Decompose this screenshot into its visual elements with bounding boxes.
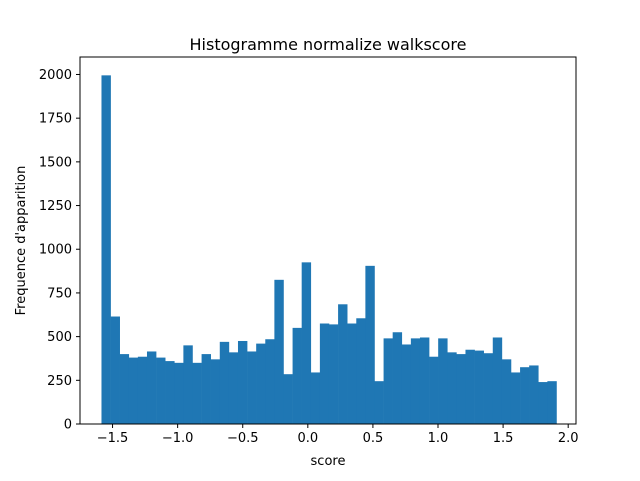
histogram-bar	[510, 372, 521, 424]
histogram-bar	[301, 262, 312, 424]
histogram-bar	[401, 344, 412, 424]
histogram-bar	[374, 381, 384, 424]
histogram-bar	[483, 353, 494, 424]
histogram-bar	[192, 362, 202, 424]
histogram-bar	[256, 343, 266, 424]
y-axis-ticks: 0 250 500 750 1000 1250 1500 1750 2000	[39, 68, 80, 433]
histogram-bar	[219, 341, 230, 424]
x-tick-label: −1.0	[162, 431, 194, 446]
histogram-bar	[383, 338, 393, 424]
histogram-bar	[338, 304, 348, 424]
y-tick-label: 1500	[39, 155, 72, 170]
histogram-bar	[310, 372, 321, 424]
histogram-bar	[347, 323, 357, 424]
histogram-bar	[274, 279, 284, 424]
y-tick-label: 0	[64, 418, 72, 433]
histogram-bar	[128, 357, 139, 424]
y-tick-label: 1750	[39, 112, 72, 127]
histogram-bar	[328, 324, 339, 424]
x-tick-label: 0.5	[363, 431, 384, 446]
histogram-bar	[283, 374, 293, 424]
histogram-bar	[228, 352, 239, 424]
x-axis-ticks: −1.5 −1.0 −0.5 0.0 0.5 1.0 1.5 2.0	[97, 424, 579, 446]
histogram-bar	[547, 381, 557, 424]
histogram-bar	[465, 349, 475, 424]
histogram-bar	[137, 356, 148, 424]
x-tick-label: 2.0	[558, 431, 579, 446]
y-tick-label: 250	[47, 374, 72, 389]
histogram-bar	[419, 337, 430, 424]
histogram-bar	[165, 361, 175, 424]
histogram-bar	[174, 362, 184, 424]
x-tick-label: 0.0	[297, 431, 318, 446]
histogram-bar	[501, 359, 512, 424]
chart-title: Histogramme normalize walkscore	[190, 35, 467, 54]
x-tick-label: 1.0	[428, 431, 449, 446]
y-axis-label: Frequence d'apparition	[14, 166, 29, 316]
histogram-bar	[119, 354, 130, 424]
x-tick-label: −1.5	[97, 431, 129, 446]
histogram-bar	[210, 359, 221, 424]
histogram-bar	[265, 339, 275, 424]
histogram-bar	[474, 350, 484, 424]
x-tick-label: −0.5	[227, 431, 259, 446]
histogram-bar	[247, 351, 257, 424]
histogram-bar	[365, 265, 375, 424]
histogram-bar	[356, 318, 366, 424]
y-tick-label: 750	[47, 286, 72, 301]
x-tick-label: 1.5	[493, 431, 514, 446]
histogram-bar	[429, 356, 439, 424]
histogram-bar	[319, 323, 330, 424]
histogram-bar	[237, 340, 248, 424]
y-tick-label: 500	[47, 330, 72, 345]
histogram-bar	[156, 357, 166, 424]
histogram-bar	[529, 365, 539, 424]
histogram-bar	[183, 345, 193, 424]
histogram-bar	[438, 338, 448, 424]
histogram-bar	[110, 316, 120, 424]
histogram-bar	[101, 75, 111, 424]
histogram-bar	[447, 352, 457, 424]
histogram-bar	[456, 354, 466, 424]
bars-group	[101, 75, 557, 424]
histogram-bar	[520, 367, 530, 424]
plot-frame	[79, 56, 577, 425]
histogram-bar	[538, 382, 548, 424]
histogram-bar	[201, 354, 211, 424]
histogram-bar	[492, 337, 503, 424]
y-tick-label: 2000	[39, 68, 72, 83]
histogram-bar	[146, 351, 157, 424]
y-tick-label: 1250	[39, 199, 72, 214]
histogram-bar	[392, 332, 403, 424]
y-tick-label: 1000	[39, 243, 72, 258]
x-axis-label: score	[311, 454, 346, 469]
histogram-bar	[292, 327, 302, 424]
histogram-bar	[410, 338, 421, 424]
